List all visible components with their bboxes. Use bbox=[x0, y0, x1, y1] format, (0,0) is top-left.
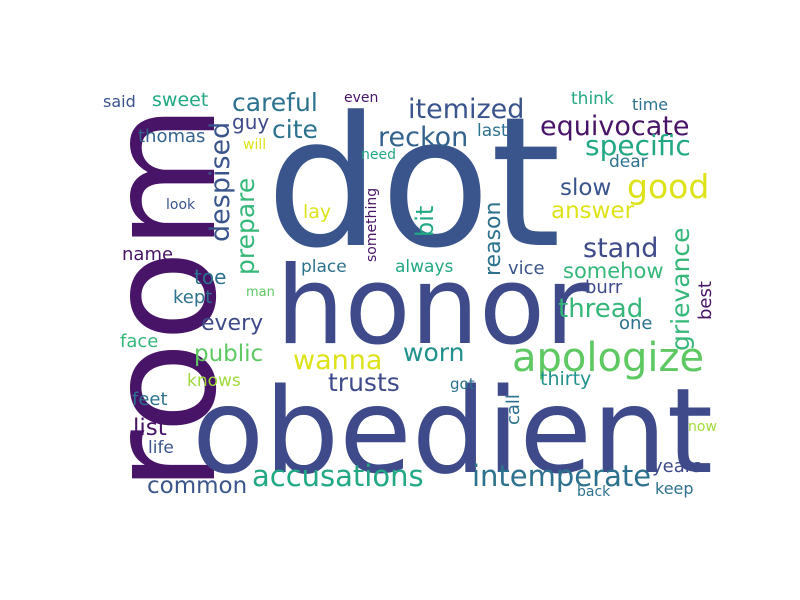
word-last: last bbox=[477, 121, 508, 141]
word-time: time bbox=[632, 95, 669, 114]
word-think: think bbox=[571, 89, 614, 109]
word-common: common bbox=[147, 473, 248, 499]
word-specific: specific bbox=[585, 129, 691, 162]
word-best: best bbox=[695, 281, 716, 320]
word-toe: toe bbox=[194, 265, 227, 289]
word-now: now bbox=[688, 419, 717, 435]
word-good: good bbox=[627, 167, 710, 206]
word-list: list bbox=[133, 415, 167, 441]
word-reason: reason bbox=[481, 201, 506, 276]
word-sweet: sweet bbox=[152, 89, 209, 111]
word-years: years bbox=[652, 456, 702, 477]
word-equivocate: equivocate bbox=[540, 111, 690, 142]
word-face: face bbox=[120, 331, 159, 352]
word-vice: vice bbox=[508, 258, 545, 279]
word-trusts: trusts bbox=[328, 368, 400, 397]
word-back: back bbox=[577, 484, 611, 500]
word-look: look bbox=[166, 197, 196, 213]
word-guy: guy bbox=[232, 110, 270, 134]
word-call: call bbox=[503, 394, 524, 425]
word-wanna: wanna bbox=[293, 345, 383, 376]
word-thomas: thomas bbox=[138, 126, 206, 147]
word-need: need bbox=[361, 147, 396, 163]
word-always: always bbox=[395, 257, 454, 277]
word-prepare: prepare bbox=[231, 177, 260, 275]
word-life: life bbox=[148, 438, 174, 458]
word-despised: despised bbox=[205, 121, 236, 242]
word-place: place bbox=[301, 257, 347, 277]
word-reckon: reckon bbox=[378, 122, 469, 153]
word-thread: thread bbox=[558, 294, 644, 324]
word-public: public bbox=[194, 341, 264, 367]
word-grievance: grievance bbox=[666, 227, 695, 351]
word-cite: cite bbox=[272, 115, 318, 144]
word-dear: dear bbox=[609, 152, 648, 172]
word-stand: stand bbox=[583, 233, 659, 264]
word-bit: bit bbox=[411, 205, 439, 237]
word-obedient: obedient bbox=[192, 362, 714, 500]
word-thirty: thirty bbox=[540, 368, 592, 390]
word-careful: careful bbox=[232, 88, 318, 117]
word-feet: feet bbox=[132, 389, 168, 410]
word-even: even bbox=[344, 90, 379, 106]
word-worn: worn bbox=[403, 338, 465, 367]
word-accusations: accusations bbox=[252, 459, 424, 493]
word-got: got bbox=[450, 375, 475, 393]
word-said: said bbox=[103, 92, 136, 111]
word-lay: lay bbox=[303, 201, 332, 223]
word-apologize: apologize bbox=[512, 335, 705, 381]
word-answer: answer bbox=[551, 198, 635, 224]
word-one: one bbox=[619, 313, 653, 334]
word-man: man bbox=[246, 285, 275, 300]
word-will: will bbox=[243, 137, 267, 153]
word-dot: dot bbox=[266, 79, 561, 288]
word-keep: keep bbox=[655, 479, 694, 498]
word-something: something bbox=[364, 187, 380, 262]
word-somehow: somehow bbox=[563, 259, 664, 283]
word-honor: honor bbox=[276, 244, 590, 369]
word-intemperate: intemperate bbox=[472, 459, 652, 493]
word-itemized: itemized bbox=[408, 94, 525, 125]
word-kept: kept bbox=[173, 287, 213, 308]
word-knows: knows bbox=[187, 371, 241, 391]
word-slow: slow bbox=[560, 175, 612, 201]
word-burr: burr bbox=[585, 277, 623, 298]
word-every: every bbox=[201, 311, 264, 336]
word-name: name bbox=[122, 244, 174, 265]
